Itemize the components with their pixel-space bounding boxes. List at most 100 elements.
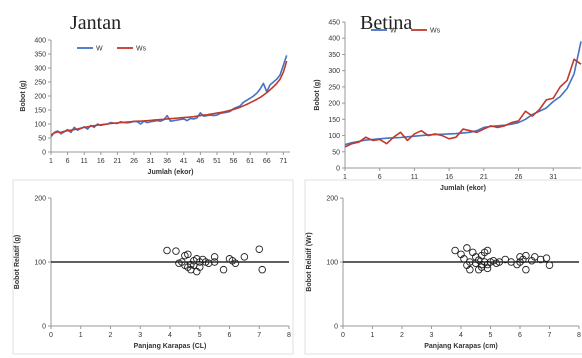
jantan-scatter-point xyxy=(195,263,204,271)
jantan-line-legend-label-ws: Ws xyxy=(136,46,147,53)
jantan-line-x-axis-label: Jumlah (ekor) xyxy=(148,169,194,176)
jantan-scatter-point xyxy=(163,246,171,255)
jantan-line-ytick-label: 0 xyxy=(42,150,46,157)
betina-line-ytick-label: 200 xyxy=(328,101,340,108)
jantan-line-xtick-label: 71 xyxy=(279,158,287,165)
betina-scatter-xtick-label: 0 xyxy=(341,332,345,339)
jantan-scatter-point xyxy=(219,265,228,274)
jantan-line-xtick-label: 41 xyxy=(180,158,188,165)
jantan-scatter-xtick-label: 1 xyxy=(79,332,83,339)
betina-scatter-xtick-label: 8 xyxy=(577,332,581,339)
jantan-scatter-point xyxy=(210,253,219,261)
jantan-line-ytick-label: 100 xyxy=(34,122,46,129)
jantan-scatter-xtick-label: 5 xyxy=(198,332,202,339)
jantan-scatter-point xyxy=(184,250,192,259)
jantan-line-xtick-label: 56 xyxy=(230,158,238,165)
jantan-line-xtick-label: 36 xyxy=(163,158,171,165)
jantan-line-ytick-label: 400 xyxy=(34,38,46,45)
jantan-scatter-xtick-label: 4 xyxy=(168,332,172,339)
betina-line-ytick-label: 400 xyxy=(328,36,340,43)
betina-scatter-xtick-label: 3 xyxy=(430,332,434,339)
jantan-scatter-y-axis-label: Bobot Relatif (g) xyxy=(14,235,21,289)
betina-scatter-xtick-label: 5 xyxy=(489,332,493,339)
betina-scatter-point xyxy=(460,255,468,263)
betina-line-ytick-label: 50 xyxy=(332,149,340,156)
betina-scatter-point xyxy=(483,264,492,273)
jantan-line-xtick-label: 21 xyxy=(113,158,121,165)
jantan-line-series-w-line xyxy=(50,55,288,138)
jantan-line-ytick-label: 150 xyxy=(34,108,46,115)
betina-scatter-xtick-label: 1 xyxy=(371,332,375,339)
betina-line-ytick-label: 450 xyxy=(328,20,340,27)
betina-line-legend-label-ws: Ws xyxy=(430,28,441,35)
jantan-line-xtick-label: 26 xyxy=(130,158,138,165)
betina-line-ytick-label: 150 xyxy=(328,117,340,124)
jantan-line-xtick-label: 6 xyxy=(66,158,70,165)
chart-title-jantan: Jantan xyxy=(70,12,122,34)
jantan-scatter-point xyxy=(231,259,240,268)
betina-scatter-ytick-label: 0 xyxy=(334,324,338,331)
jantan-line-legend-label-w: W xyxy=(96,46,103,53)
betina-scatter-xtick-label: 2 xyxy=(400,332,404,339)
betina-scatter-point xyxy=(463,244,471,252)
jantan-line-y-axis-label: Bobot (g) xyxy=(20,80,27,111)
betina-scatter-point xyxy=(542,254,551,262)
betina-line-ytick-label: 300 xyxy=(328,68,340,75)
jantan-line-ytick-label: 250 xyxy=(34,80,46,87)
jantan-scatter-xtick-label: 2 xyxy=(109,332,113,339)
jantan-line-ytick-label: 200 xyxy=(34,94,46,101)
betina-line-ytick-label: 0 xyxy=(336,166,340,173)
jantan-scatter-point xyxy=(172,247,180,255)
jantan-line-xtick-label: 61 xyxy=(246,158,254,165)
jantan-line-ytick-label: 50 xyxy=(38,136,46,143)
betina-line-ytick-label: 100 xyxy=(328,133,340,140)
betina-line-xtick-label: 31 xyxy=(549,174,557,181)
betina-line-x-axis-label: Jumlah (ekor) xyxy=(440,185,486,192)
jantan-scatter-xtick-label: 7 xyxy=(257,332,261,339)
jantan-line-xtick-label: 1 xyxy=(49,158,53,165)
jantan-scatter-xtick-label: 3 xyxy=(138,332,142,339)
jantan-scatter-ytick-label: 200 xyxy=(34,196,46,203)
jantan-line-xtick-label: 31 xyxy=(147,158,155,165)
betina-line-xtick-label: 16 xyxy=(445,174,453,181)
jantan-line-xtick-label: 51 xyxy=(213,158,221,165)
betina-scatter-point xyxy=(522,265,530,274)
betina-scatter-point xyxy=(536,255,545,264)
betina-line-y-axis-label: Bobot (g) xyxy=(314,79,321,110)
jantan-scatter-x-axis-label: Panjang Karapas (CL) xyxy=(134,343,207,350)
betina-scatter-frame xyxy=(304,179,582,355)
jantan-line-xtick-label: 46 xyxy=(196,158,204,165)
betina-scatter-ytick-label: 100 xyxy=(326,260,338,267)
jantan-scatter-ytick-label: 100 xyxy=(34,260,46,267)
betina-line-xtick-label: 26 xyxy=(515,174,523,181)
betina-scatter-point xyxy=(466,265,474,274)
betina-scatter-ytick-label: 200 xyxy=(326,196,338,203)
jantan-line-xtick-label: 16 xyxy=(97,158,105,165)
jantan-line-ytick-label: 350 xyxy=(34,52,46,59)
betina-scatter-point xyxy=(451,246,459,255)
betina-scatter-point xyxy=(466,258,474,266)
betina-line-xtick-label: 11 xyxy=(411,174,418,181)
jantan-scatter-point xyxy=(210,258,219,266)
betina-scatter-point xyxy=(522,251,530,260)
jantan-line-xtick-label: 66 xyxy=(263,158,271,165)
betina-scatter-x-axis-label: Panjang Karapas (cm) xyxy=(424,343,498,350)
betina-scatter-xtick-label: 6 xyxy=(518,332,522,339)
betina-line-series-ws-line xyxy=(344,58,582,148)
jantan-scatter-ytick-label: 0 xyxy=(42,324,46,331)
jantan-scatter-xtick-label: 8 xyxy=(287,332,291,339)
betina-line-legend-label-w: W xyxy=(390,28,397,35)
jantan-scatter-xtick-label: 0 xyxy=(49,332,53,339)
betina-scatter-point xyxy=(545,261,554,269)
betina-line-xtick-label: 6 xyxy=(378,174,382,181)
jantan-line-xtick-label: 11 xyxy=(81,158,88,165)
betina-line-xtick-label: 21 xyxy=(480,174,488,181)
jantan-line-ytick-label: 300 xyxy=(34,66,46,73)
jantan-line-series-ws-line xyxy=(50,60,288,136)
jantan-scatter-point xyxy=(204,259,213,268)
betina-line-ytick-label: 250 xyxy=(328,84,340,91)
jantan-scatter-xtick-label: 6 xyxy=(228,332,232,339)
betina-line-ytick-label: 350 xyxy=(328,52,340,59)
jantan-scatter-point xyxy=(258,265,266,274)
